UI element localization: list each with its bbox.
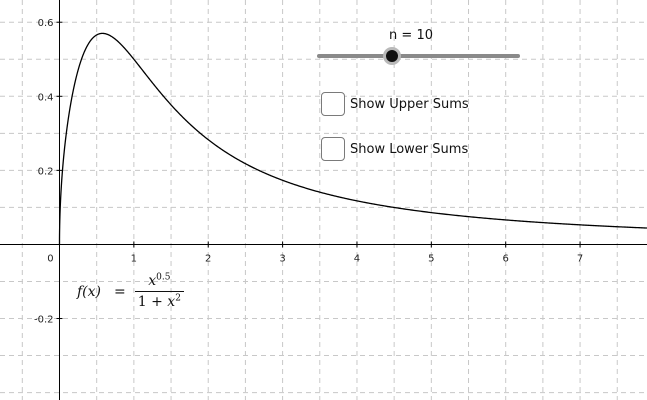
x-tick-label: 2 xyxy=(205,253,211,264)
checkbox-box[interactable] xyxy=(321,137,345,161)
slider-variable-name: n xyxy=(389,28,398,43)
show-upper-sums-checkbox[interactable]: Show Upper Sums xyxy=(321,92,469,116)
x-tick-label: 6 xyxy=(503,253,509,264)
y-tick-label: -0.2 xyxy=(34,315,54,326)
slider-label: n = 10 xyxy=(381,28,441,43)
numerator-base: x xyxy=(148,273,157,289)
formula-numerator: x0.5 xyxy=(143,273,175,291)
x-tick-label: 3 xyxy=(279,253,285,264)
x-tick-label: 5 xyxy=(428,253,434,264)
numerator-exponent: 0.5 xyxy=(156,272,171,283)
checkbox-box[interactable] xyxy=(321,92,345,116)
x-tick-label: 7 xyxy=(577,253,583,264)
slider-equals: = xyxy=(397,28,417,43)
denominator-exponent: 2 xyxy=(175,293,181,304)
y-tick-label: 0.2 xyxy=(38,166,54,177)
denominator-variable: x xyxy=(167,294,176,310)
denominator-constant: 1 + xyxy=(137,294,168,310)
slider-thumb-dot xyxy=(386,50,399,62)
formula-lhs: f(x) xyxy=(77,283,102,300)
formula-equals: = xyxy=(114,283,126,300)
function-formula: f(x) = x0.5 1 + x2 xyxy=(77,273,184,310)
slider-track[interactable] xyxy=(317,54,520,58)
n-slider: n = 10 xyxy=(313,26,525,72)
x-tick-label: 0 xyxy=(47,253,53,264)
x-tick-label: 4 xyxy=(354,253,360,264)
function-curve[interactable] xyxy=(58,32,647,245)
y-tick-label: 0.4 xyxy=(38,92,54,103)
checkbox-label: Show Upper Sums xyxy=(350,96,469,112)
slider-value: 10 xyxy=(416,28,433,43)
x-tick-label: 1 xyxy=(131,253,137,264)
slider-thumb[interactable] xyxy=(383,47,402,65)
y-tick-label: 0.6 xyxy=(38,18,54,29)
formula-denominator: 1 + x2 xyxy=(134,291,184,310)
show-lower-sums-checkbox[interactable]: Show Lower Sums xyxy=(321,137,468,161)
formula-fraction: x0.5 1 + x2 xyxy=(134,273,184,310)
tick-labels: 0 1 2 3 4 5 6 7 0.6 0.4 0.2 -0.2 xyxy=(34,18,583,325)
checkbox-label: Show Lower Sums xyxy=(350,141,469,157)
